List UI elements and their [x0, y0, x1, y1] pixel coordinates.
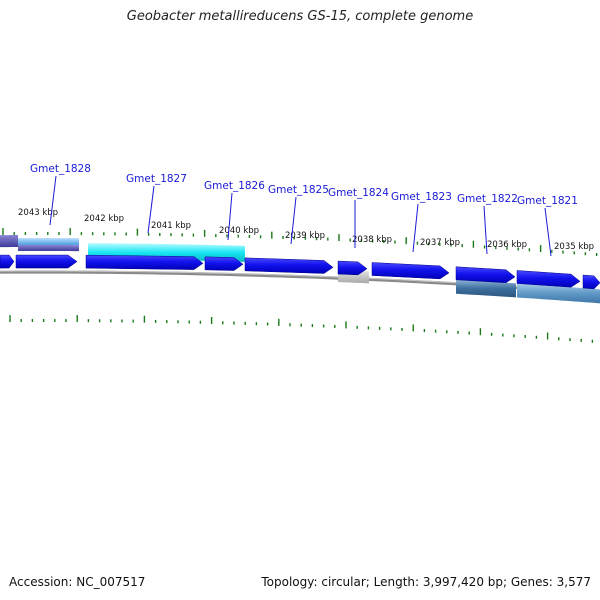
gene-label-leader [290, 196, 297, 245]
cds-arrow [516, 270, 581, 288]
cds-arrow [244, 257, 334, 274]
cds-arrow [0, 254, 15, 269]
scale-label: 2042 kbp [84, 214, 124, 224]
gene-label: Gmet_1827 [126, 173, 187, 185]
gene-label-leader [227, 192, 233, 241]
gene-label-leader [544, 207, 552, 257]
gene-label-leader [147, 185, 155, 234]
cds-arrow [371, 262, 450, 280]
cds-arrow [85, 254, 204, 270]
cds-arrow [15, 254, 78, 269]
accession-text: Accession: NC_007517 [9, 575, 146, 589]
feature-block-steel-light [517, 283, 600, 304]
feature-block-purple-lower [18, 245, 79, 252]
gene-label-leader [412, 203, 419, 253]
gene-label: Gmet_1822 [457, 193, 518, 205]
scale-label: 2039 kbp [285, 231, 325, 241]
map-title: Geobacter metallireducens GS-15, complet… [126, 9, 474, 24]
scale-label: 2041 kbp [151, 221, 191, 231]
cds-arrow [455, 266, 516, 284]
scale-label: 2035 kbp [554, 242, 594, 252]
feature-block-sky [18, 238, 79, 246]
feature-block-purple [0, 235, 18, 248]
scale-label: 2043 kbp [18, 208, 58, 218]
gene-label: Gmet_1825 [268, 184, 329, 196]
gene-label: Gmet_1828 [30, 163, 91, 175]
feature-block-steel [456, 279, 516, 298]
cds-arrow [204, 256, 244, 271]
cds-arrow [582, 274, 600, 290]
scale-label: 2038 kbp [352, 235, 392, 245]
gene-label: Gmet_1823 [391, 191, 452, 203]
gene-label: Gmet_1821 [517, 195, 578, 207]
gene-label: Gmet_1826 [204, 180, 265, 192]
scale-label: 2036 kbp [487, 240, 527, 250]
gene-label-leader [49, 175, 57, 226]
scale-label: 2037 kbp [420, 238, 460, 248]
gene-label-leader [483, 205, 488, 255]
gene-label: Gmet_1824 [328, 187, 389, 199]
cds-arrow [337, 260, 368, 276]
scale-label: 2040 kbp [219, 226, 259, 236]
genome-summary-text: Topology: circular; Length: 3,997,420 bp… [261, 575, 591, 589]
